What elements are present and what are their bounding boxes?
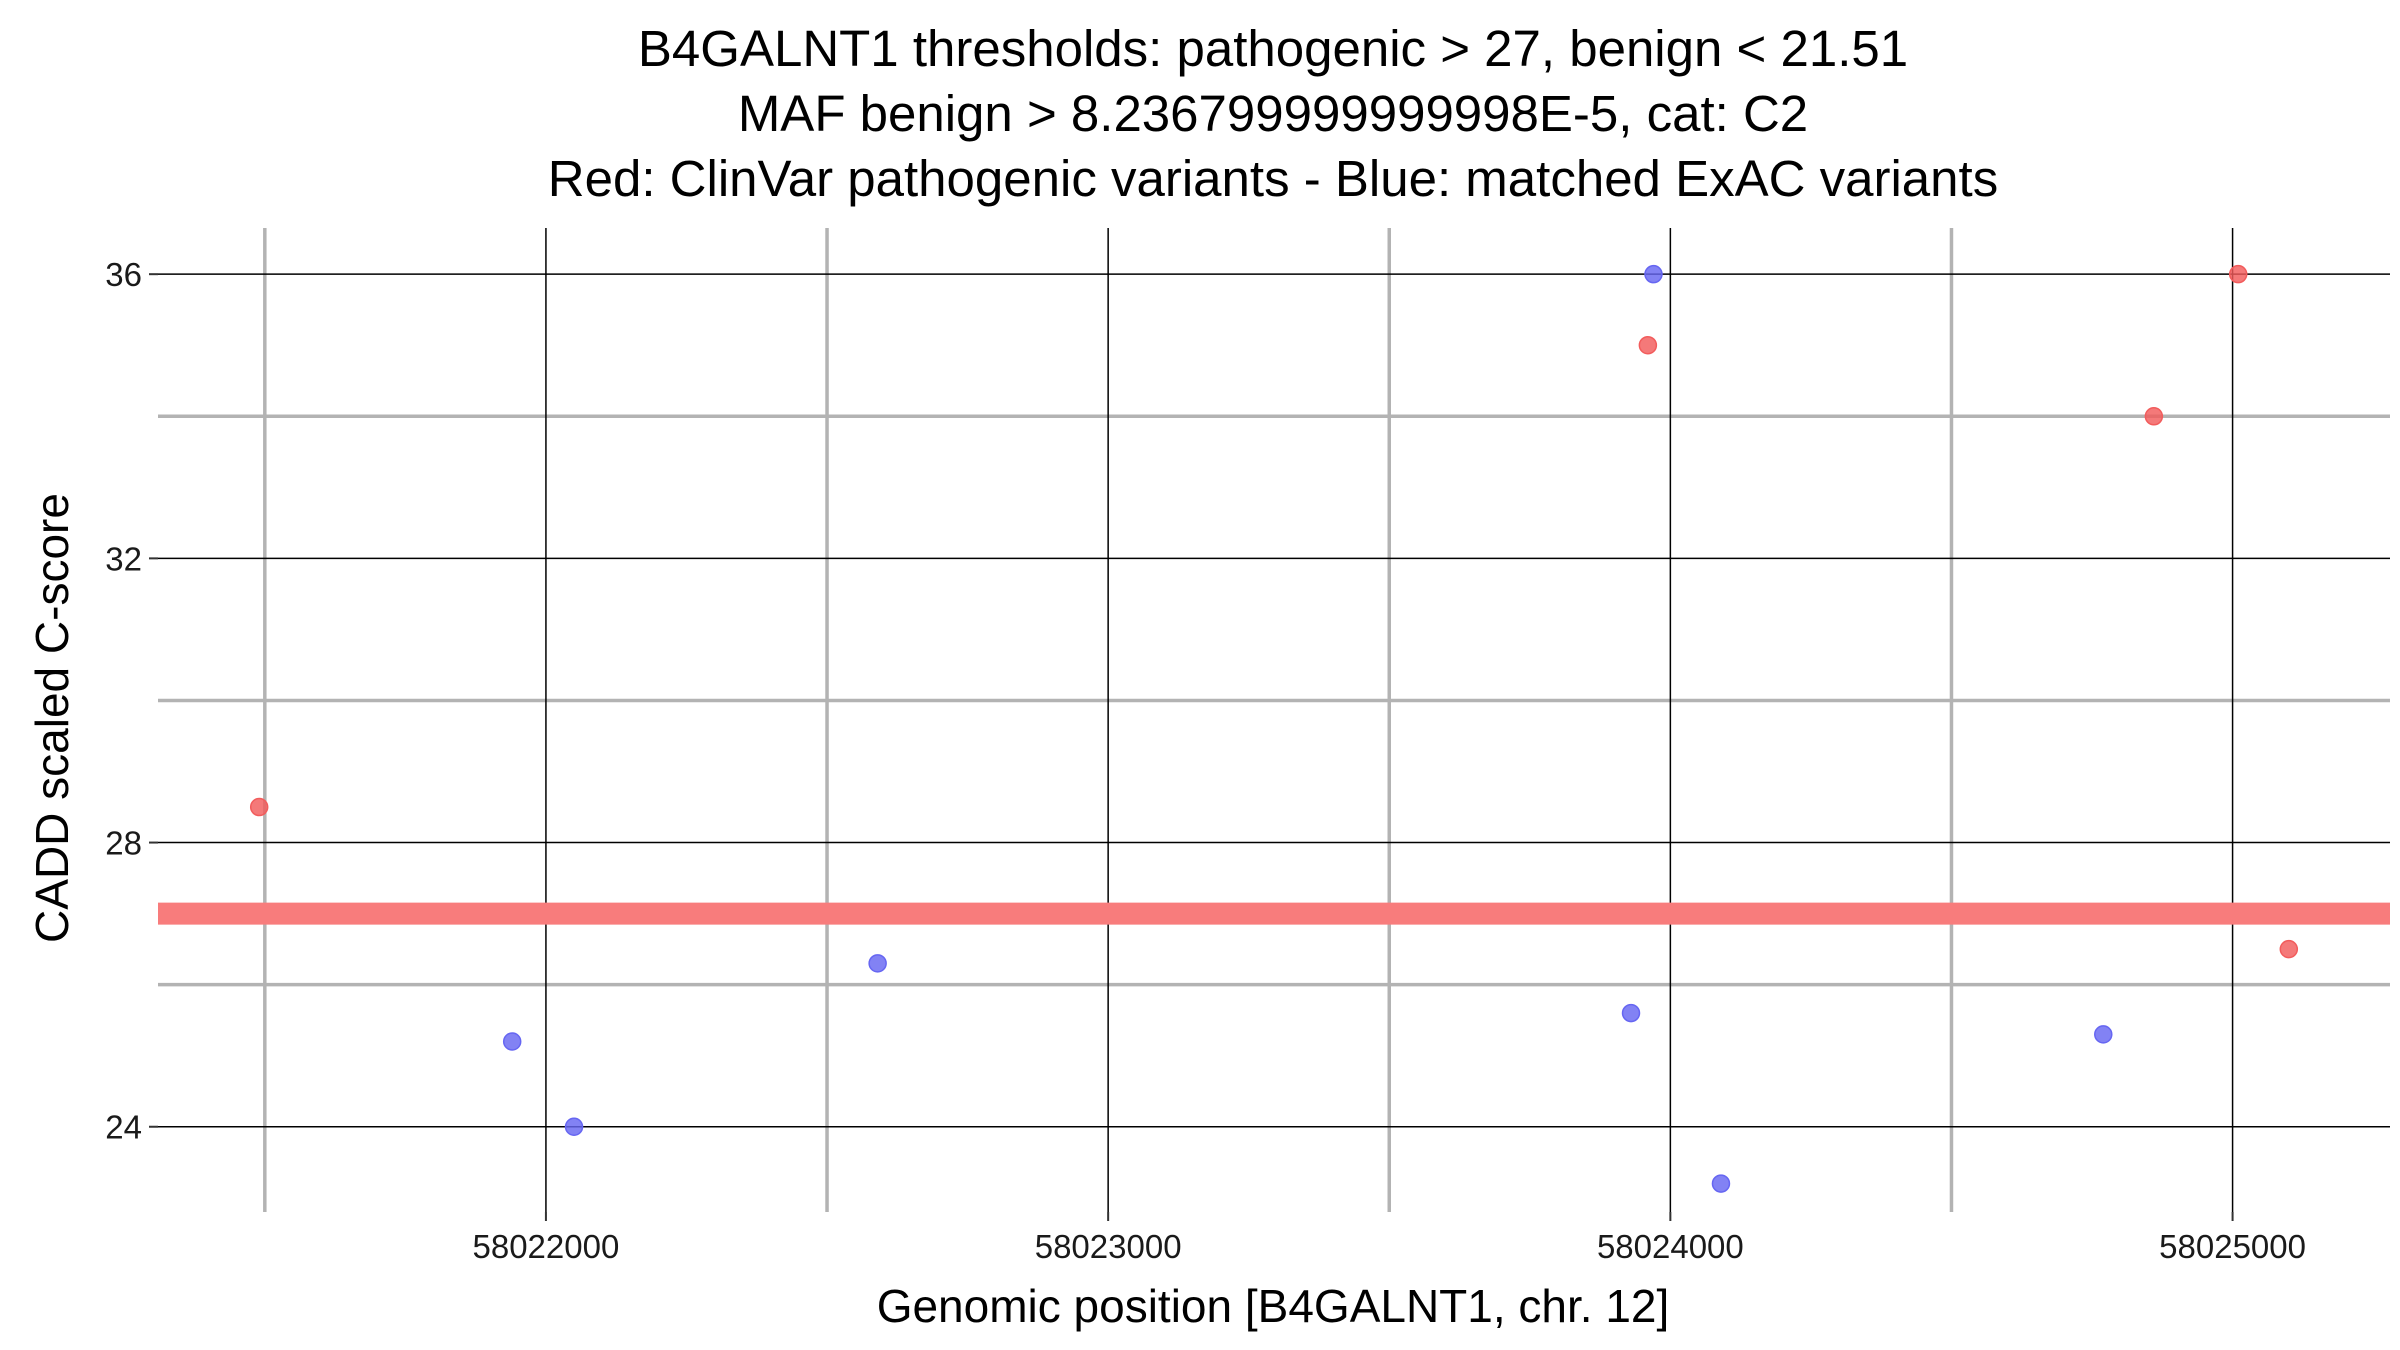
points-layer — [249, 264, 2299, 1193]
x-axis-title: Genomic position [B4GALNT1, chr. 12] — [877, 1280, 1670, 1332]
title-line-1: B4GALNT1 thresholds: pathogenic > 27, be… — [638, 20, 1908, 77]
x-tick-label: 58023000 — [1035, 1228, 1182, 1265]
clinvar-pathogenic-point — [1638, 335, 1658, 355]
x-tick-label: 58024000 — [1597, 1228, 1744, 1265]
axis-ticks: 58022000 58023000 58024000 58025000 24 28 32 36 — [105, 256, 2306, 1265]
major-gridlines — [158, 228, 2390, 1212]
clinvar-pathogenic-point — [249, 797, 269, 817]
x-tick-label: 58022000 — [473, 1228, 620, 1265]
exac-matched-point — [2094, 1025, 2113, 1044]
y-tick-label: 24 — [105, 1109, 142, 1146]
title-line-3: Red: ClinVar pathogenic variants - Blue:… — [548, 150, 1998, 207]
exac-matched-point — [1621, 1003, 1641, 1023]
exac-matched-point — [1644, 264, 1663, 284]
y-tick-label: 32 — [105, 540, 142, 577]
clinvar-pathogenic-point — [2279, 939, 2299, 959]
chart-title: B4GALNT1 thresholds: pathogenic > 27, be… — [548, 20, 1998, 207]
clinvar-pathogenic-point — [2144, 407, 2164, 426]
title-line-2: MAF benign > 8.236799999999998E-5, cat: … — [738, 85, 1808, 142]
x-tick-label: 58025000 — [2159, 1228, 2306, 1265]
exac-matched-point — [868, 954, 887, 973]
clinvar-pathogenic-point — [2228, 264, 2248, 284]
minor-gridlines — [158, 228, 2390, 1212]
exac-matched-point — [1711, 1174, 1731, 1193]
exac-matched-point — [502, 1032, 522, 1051]
y-tick-label: 36 — [105, 256, 142, 293]
y-axis-title: CADD scaled C-score — [26, 493, 78, 943]
y-tick-label: 28 — [105, 825, 142, 862]
exac-matched-point — [564, 1117, 584, 1136]
